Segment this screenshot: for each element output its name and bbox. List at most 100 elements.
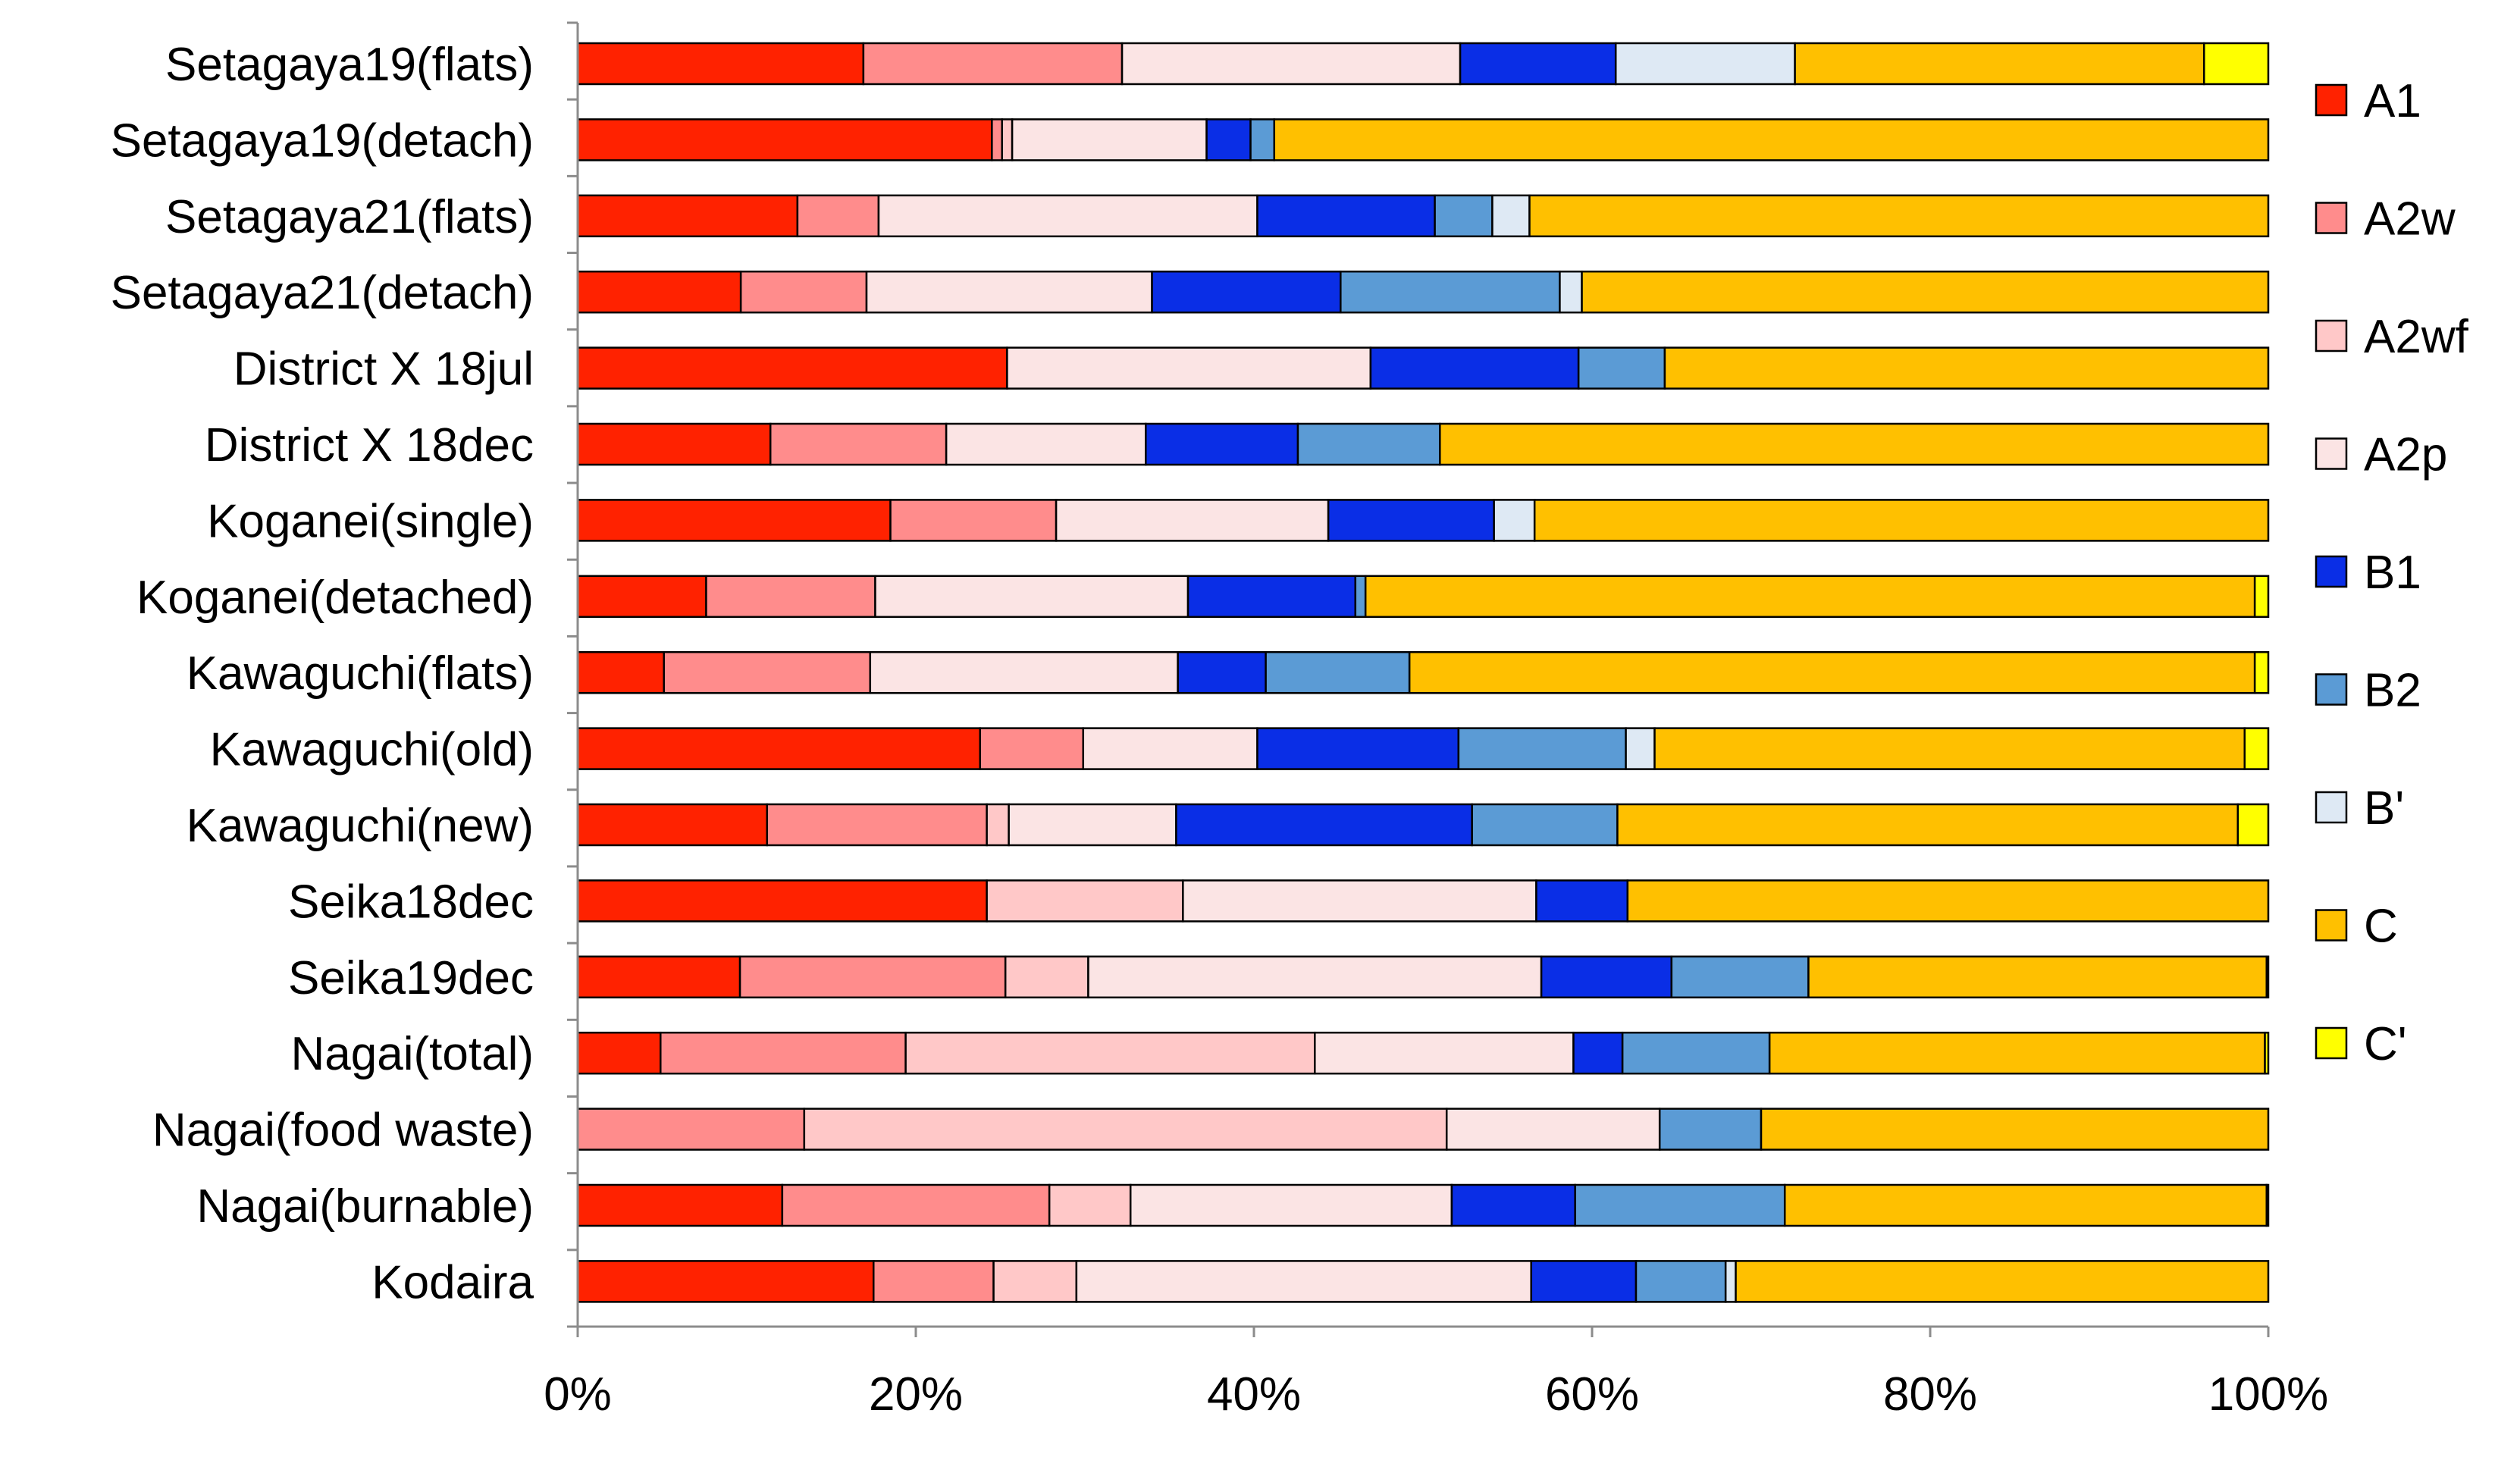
bar-segment-a2p	[1129, 1183, 1453, 1227]
bar-row-nagai-burnable	[576, 1183, 2270, 1227]
bar-segment-b1	[1186, 575, 1357, 619]
bar-segment-a2p	[1008, 803, 1177, 847]
legend-label: A2wf	[2364, 311, 2469, 363]
bar-segment-b2	[1457, 727, 1627, 770]
x-tick-label: 0%	[544, 1368, 612, 1421]
bar-row-kodaira	[576, 1260, 2270, 1303]
bar-segment-b2	[1249, 118, 1276, 161]
bar-segment-b2	[1635, 1260, 1727, 1303]
bar-segment-bprime	[1493, 499, 1536, 542]
bar-segment-b2	[1658, 1108, 1763, 1151]
bar-segment-a2p	[1182, 879, 1537, 923]
bar-segment-cprime	[2264, 1031, 2270, 1075]
bar-row-district-x-18dec	[576, 422, 2270, 466]
bar-segment-b2	[1621, 1031, 1771, 1075]
bar-segment-c	[1760, 1108, 2270, 1151]
bar-segment-a2w	[991, 118, 1003, 161]
bar-segment-bprime	[1559, 270, 1583, 314]
legend-swatch	[2315, 437, 2348, 470]
legend-item: A2wf	[2315, 311, 2469, 363]
legend-label: B'	[2364, 782, 2404, 835]
bar-segment-a2w	[738, 955, 1007, 999]
legend-item: B'	[2315, 782, 2404, 835]
category-label: Setagaya19(detach)	[111, 114, 534, 167]
bar-segment-a2p	[877, 194, 1258, 238]
bar-segment-a2p	[1121, 42, 1462, 86]
legend-label: A1	[2364, 75, 2421, 127]
bar-segment-b2	[1265, 650, 1411, 694]
category-label: Koganei(single)	[207, 495, 534, 547]
legend-swatch	[2315, 555, 2348, 588]
bar-segment-c	[1735, 1260, 2270, 1303]
bar-segment-b1	[1175, 803, 1473, 847]
bar-segment-a2p	[1006, 346, 1372, 390]
bar-segment-a2p	[1087, 955, 1543, 999]
bar-segment-a2p	[869, 650, 1179, 694]
bar-segment-bprime	[1625, 727, 1656, 770]
legend-swatch	[2315, 319, 2348, 352]
x-tick-label: 40%	[1207, 1368, 1301, 1421]
bar-segment-a2w	[873, 1260, 995, 1303]
category-label: Setagaya21(flats)	[165, 191, 534, 243]
x-tick-label: 80%	[1883, 1368, 1977, 1421]
bar-segment-a2p	[1055, 499, 1330, 542]
bar-segment-b1	[1327, 499, 1495, 542]
bar-row-seika18dec	[576, 879, 2270, 923]
bar-row-setagaya21-detach	[576, 270, 2270, 314]
legend-swatch	[2315, 791, 2348, 824]
legend-label: C	[2364, 901, 2398, 953]
category-label: Nagai(burnable)	[196, 1180, 534, 1233]
legend-swatch	[2315, 909, 2348, 942]
bar-segment-cprime	[2243, 727, 2270, 770]
x-axis-ticks: 0% 20% 40% 60% 80% 100%	[544, 1327, 2328, 1421]
bar-segment-a2wf	[986, 879, 1184, 923]
bar-row-setagaya21-flats	[576, 194, 2270, 238]
bar-segment-c	[1581, 270, 2270, 314]
bar-segment-b1	[1151, 270, 1342, 314]
bar-segment-cprime	[2253, 575, 2270, 619]
bar-segment-b2	[1670, 955, 1810, 999]
bars-layer	[576, 42, 2270, 1303]
bar-segment-cprime	[2203, 42, 2270, 86]
bar-segment-cprime	[2253, 650, 2270, 694]
bar-segment-a1	[576, 499, 892, 542]
bar-segment-a1	[576, 346, 1008, 390]
category-label: Setagaya21(detach)	[111, 267, 534, 319]
bar-segment-c	[1663, 346, 2270, 390]
bar-segment-b2	[1296, 422, 1441, 466]
bar-segment-c	[1533, 499, 2270, 542]
bar-segment-a2w	[862, 42, 1124, 86]
bar-segment-a2w	[576, 1108, 806, 1151]
bar-segment-c	[1807, 955, 2268, 999]
bar-row-seika19dec	[576, 955, 2270, 999]
category-label: Seika19dec	[288, 952, 534, 1004]
bar-segment-a2p	[1082, 727, 1258, 770]
x-tick-label: 60%	[1545, 1368, 1639, 1421]
legend-swatch	[2315, 1026, 2348, 1060]
bar-segment-a2w	[979, 727, 1085, 770]
axes-layer	[567, 21, 2268, 1328]
bar-segment-b1	[1145, 422, 1299, 466]
bar-segment-a2wf	[986, 803, 1010, 847]
bar-segment-c	[1616, 803, 2239, 847]
bar-segment-c	[1364, 575, 2256, 619]
bar-segment-a2w	[781, 1183, 1051, 1227]
bar-segment-a1	[576, 879, 988, 923]
category-label: Kawaguchi(old)	[210, 724, 534, 776]
bar-segment-a1	[576, 650, 665, 694]
bar-segment-b2	[1574, 1183, 1786, 1227]
bar-segment-a1	[576, 422, 772, 466]
x-tick-label: 20%	[869, 1368, 963, 1421]
bar-segment-a2p	[874, 575, 1189, 619]
bar-segment-a1	[576, 194, 799, 238]
bar-segment-cprime	[2265, 1183, 2270, 1227]
bar-segment-a2wf	[1048, 1183, 1132, 1227]
legend-item: A2w	[2315, 193, 2456, 246]
bar-segment-b1	[1530, 1260, 1638, 1303]
bar-segment-a2p	[945, 422, 1147, 466]
bar-row-nagai-food-waste	[576, 1108, 2270, 1151]
category-label: Koganei(detached)	[136, 572, 534, 624]
legend-label: B2	[2364, 665, 2421, 717]
bar-segment-a1	[576, 803, 769, 847]
